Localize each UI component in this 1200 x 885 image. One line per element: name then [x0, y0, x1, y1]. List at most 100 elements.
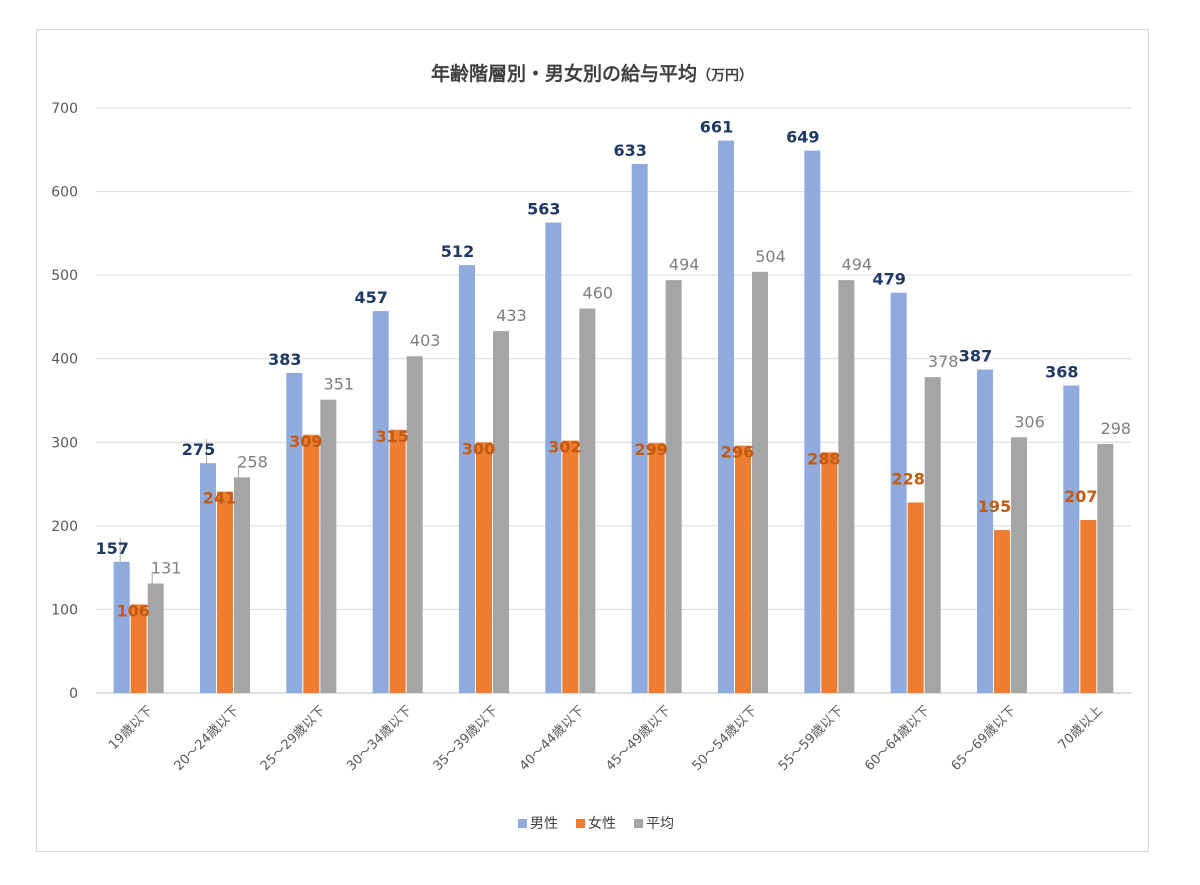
bar — [234, 477, 250, 693]
x-tick-label: 70歳以上 — [1056, 703, 1106, 753]
data-label: 512 — [441, 242, 474, 261]
data-label: 296 — [721, 443, 754, 462]
bar — [579, 308, 596, 693]
legend-label: 平均 — [646, 816, 674, 832]
bar — [1080, 520, 1097, 693]
bar — [977, 369, 993, 693]
bar — [804, 150, 821, 693]
data-label: 368 — [1045, 362, 1078, 381]
leader-lines — [119, 439, 239, 584]
bar — [1097, 443, 1114, 693]
y-tick-label: 0 — [69, 686, 78, 702]
bar — [545, 222, 562, 693]
x-tick-label: 40～44歳以下 — [517, 703, 588, 774]
bar — [562, 440, 579, 693]
gridlines — [96, 107, 1132, 694]
data-label: 207 — [1064, 487, 1097, 506]
y-tick-label: 300 — [51, 435, 78, 451]
data-label: 457 — [354, 288, 387, 307]
bar — [648, 443, 665, 693]
data-label: 479 — [872, 270, 905, 289]
data-label: 378 — [928, 352, 959, 371]
data-label: 315 — [375, 427, 408, 446]
bar — [735, 445, 751, 693]
bar — [303, 434, 320, 693]
data-label: 298 — [1101, 419, 1132, 438]
data-label: 403 — [410, 331, 441, 350]
data-label: 309 — [289, 432, 322, 451]
x-tick-label: 50～54歳以下 — [690, 703, 761, 774]
bar — [389, 429, 406, 693]
data-label: 633 — [613, 141, 646, 160]
data-label: 433 — [496, 306, 527, 325]
x-tick-label: 45～49歳以下 — [603, 703, 674, 774]
legend-label: 女性 — [588, 815, 616, 832]
bars — [113, 140, 1114, 694]
data-label: 306 — [1014, 412, 1045, 431]
bar — [286, 372, 303, 693]
bar — [406, 356, 423, 693]
bar — [147, 583, 164, 693]
bar — [200, 463, 216, 693]
data-label: 387 — [959, 347, 992, 366]
data-label: 288 — [807, 449, 840, 468]
y-tick-label: 500 — [51, 268, 78, 284]
legend-swatch — [634, 819, 643, 828]
bar — [924, 377, 941, 693]
bar — [1011, 437, 1027, 693]
y-tick-label: 600 — [51, 185, 78, 201]
y-tick-label: 700 — [51, 101, 78, 117]
data-label: 275 — [182, 440, 215, 459]
bar — [752, 271, 768, 693]
data-label: 649 — [786, 128, 819, 147]
bar — [372, 311, 389, 693]
bar — [665, 280, 682, 693]
bar — [631, 163, 648, 693]
data-label: 106 — [116, 601, 149, 620]
bar — [459, 265, 475, 693]
bar — [1063, 385, 1080, 693]
x-tick-label: 20～24歳以下 — [172, 703, 243, 774]
bar — [890, 292, 907, 693]
legend-swatch — [576, 819, 585, 828]
data-label: 563 — [527, 199, 560, 218]
data-label: 195 — [978, 497, 1011, 516]
data-label: 228 — [891, 469, 924, 488]
bar — [320, 399, 337, 693]
legend: 男性 女性 平均 — [518, 815, 674, 832]
bar — [907, 502, 924, 693]
bar — [217, 491, 233, 693]
x-tick-label: 19歳以下 — [106, 703, 156, 753]
data-label: 504 — [755, 247, 786, 266]
bar — [130, 604, 147, 693]
bar — [838, 280, 855, 693]
legend-label: 男性 — [530, 816, 558, 832]
data-label: 460 — [583, 284, 614, 303]
data-label: 383 — [268, 350, 301, 369]
x-tick-label: 35～39歳以下 — [431, 703, 502, 774]
data-label: 299 — [634, 440, 667, 459]
bar — [113, 561, 130, 693]
data-label: 351 — [324, 375, 355, 394]
chart-title: 年齢階層別・男女別の給与平均（万円） — [431, 62, 753, 85]
chart-title-unit: （万円） — [697, 68, 753, 84]
bar — [718, 140, 734, 694]
y-tick-label: 100 — [51, 602, 78, 618]
legend-swatch — [518, 819, 527, 828]
data-label: 300 — [462, 439, 495, 458]
x-tick-label: 60～64歳以下 — [862, 703, 933, 774]
bar — [476, 442, 492, 693]
y-tick-label: 200 — [51, 519, 78, 535]
data-label: 661 — [700, 118, 733, 137]
x-tick-label: 30～34歳以下 — [344, 703, 415, 774]
data-label: 241 — [203, 489, 236, 508]
y-tick-label: 400 — [51, 352, 78, 368]
data-label: 157 — [95, 539, 128, 558]
data-label: 494 — [669, 255, 700, 274]
data-label: 302 — [548, 438, 581, 457]
x-tick-label: 55～59歳以下 — [776, 703, 847, 774]
bar — [821, 452, 838, 693]
bar — [493, 331, 509, 693]
